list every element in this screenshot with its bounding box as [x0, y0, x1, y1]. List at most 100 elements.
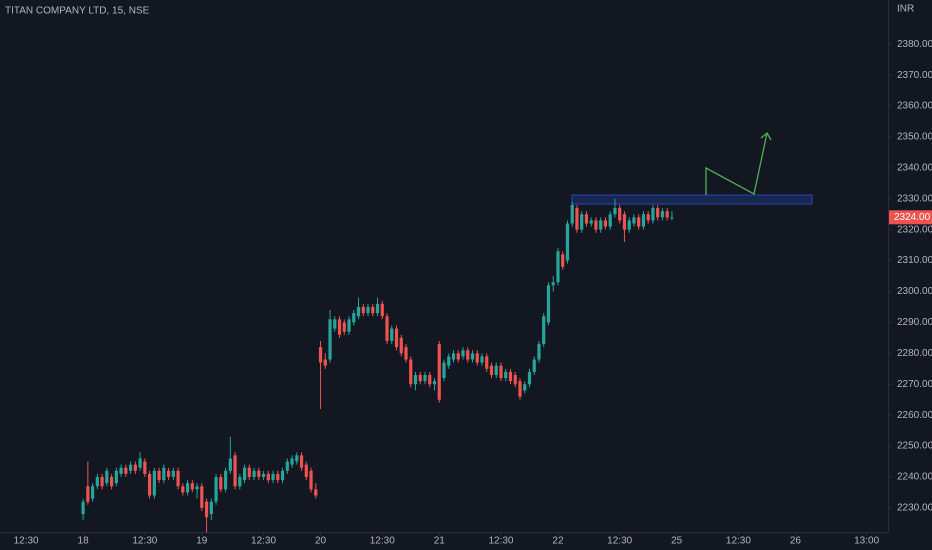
candle-body	[261, 473, 266, 477]
x-tick-label: 12:30	[132, 536, 157, 547]
candle-body	[508, 371, 513, 382]
candle-body	[138, 458, 142, 468]
candle-body	[247, 467, 251, 477]
y-tick-label: 2380.00	[897, 39, 932, 50]
candle-body	[114, 470, 118, 484]
candle-body	[622, 214, 627, 230]
candle-body	[518, 381, 522, 397]
candle-body	[594, 220, 598, 230]
candle-body	[527, 371, 532, 385]
y-tick-label: 2230.00	[897, 503, 932, 514]
candle-body	[523, 384, 527, 391]
candle-body	[86, 486, 90, 502]
candle-body	[95, 476, 99, 487]
candle-body	[413, 374, 418, 385]
candle-body	[228, 458, 232, 471]
candle-body	[532, 359, 536, 372]
candle-body	[109, 476, 114, 487]
candle-body	[651, 208, 655, 221]
y-tick-label: 2350.00	[897, 132, 932, 143]
x-tick-label: 19	[196, 536, 208, 547]
candle-body	[603, 220, 608, 227]
candle-body	[437, 344, 441, 400]
y-tick-label: 2250.00	[897, 441, 932, 452]
candle-body	[380, 303, 384, 317]
y-tick-label: 2260.00	[897, 410, 932, 421]
candle-body	[200, 486, 204, 508]
candle-body	[147, 473, 152, 496]
candle-body	[356, 306, 361, 317]
candle-body	[390, 328, 394, 341]
candle-body	[190, 483, 194, 490]
candle-body	[337, 319, 342, 335]
y-tick-label: 2330.00	[897, 193, 932, 204]
candle-body	[166, 470, 171, 477]
candle-body	[133, 464, 137, 471]
candle-body	[181, 486, 185, 493]
candle-body	[290, 458, 294, 465]
candle-body	[309, 470, 313, 490]
candle-body	[466, 350, 470, 360]
candle-body	[328, 319, 332, 360]
last-price-label: 2324.00	[894, 212, 931, 223]
candle-body	[333, 319, 337, 329]
candle-body	[242, 467, 247, 481]
x-tick-label: 12:30	[251, 536, 276, 547]
candle-body	[480, 356, 484, 363]
candle-body	[214, 476, 218, 502]
candle-body	[271, 473, 275, 481]
candle-body	[451, 353, 456, 360]
candle-body	[266, 473, 270, 481]
candle-body	[494, 365, 498, 375]
x-tick-label: 12:30	[488, 536, 513, 547]
candle-body	[409, 359, 413, 385]
candle-body	[90, 486, 95, 499]
candle-body	[499, 365, 503, 379]
candle-body	[580, 214, 584, 230]
candle-body	[556, 251, 560, 283]
y-tick-label: 2280.00	[897, 348, 932, 359]
candle-body	[423, 374, 427, 382]
candle-body	[404, 347, 408, 360]
candle-body	[318, 347, 323, 363]
candle-body	[299, 455, 304, 468]
candle-body	[418, 374, 422, 382]
y-tick-label: 2270.00	[897, 379, 932, 390]
x-tick-label: 18	[78, 536, 90, 547]
candle-body	[257, 470, 261, 477]
candle-body	[119, 467, 123, 474]
candle-body	[599, 220, 603, 230]
x-tick-label: 20	[315, 536, 327, 547]
candle-body	[223, 470, 228, 490]
candle-body	[233, 455, 237, 487]
candle-body	[632, 217, 636, 224]
candle-body	[171, 470, 175, 477]
candle-body	[641, 214, 646, 227]
candle-body	[152, 470, 156, 496]
y-tick-label: 2290.00	[897, 317, 932, 328]
candle-body	[238, 476, 242, 487]
candle-body	[162, 467, 166, 481]
candle-body	[399, 337, 403, 354]
candle-body	[285, 461, 289, 471]
resistance-zone	[571, 194, 813, 205]
candle-body	[323, 359, 327, 366]
candle-body	[280, 470, 285, 481]
candle-body	[456, 353, 460, 360]
candle-body	[347, 319, 351, 332]
candle-body	[470, 353, 475, 360]
candle-body	[589, 220, 593, 224]
x-tick-label: 22	[552, 536, 564, 547]
candle-body	[442, 362, 446, 379]
candle-body	[447, 356, 451, 366]
y-tick-label: 2310.00	[897, 255, 932, 266]
x-tick-label: 12:30	[370, 536, 395, 547]
candle-body	[295, 455, 299, 462]
x-tick-label: 13:00	[854, 536, 879, 547]
candle-body	[561, 254, 565, 267]
candle-body	[542, 316, 546, 345]
projection-arrow	[705, 132, 768, 195]
candle-body	[432, 381, 437, 385]
